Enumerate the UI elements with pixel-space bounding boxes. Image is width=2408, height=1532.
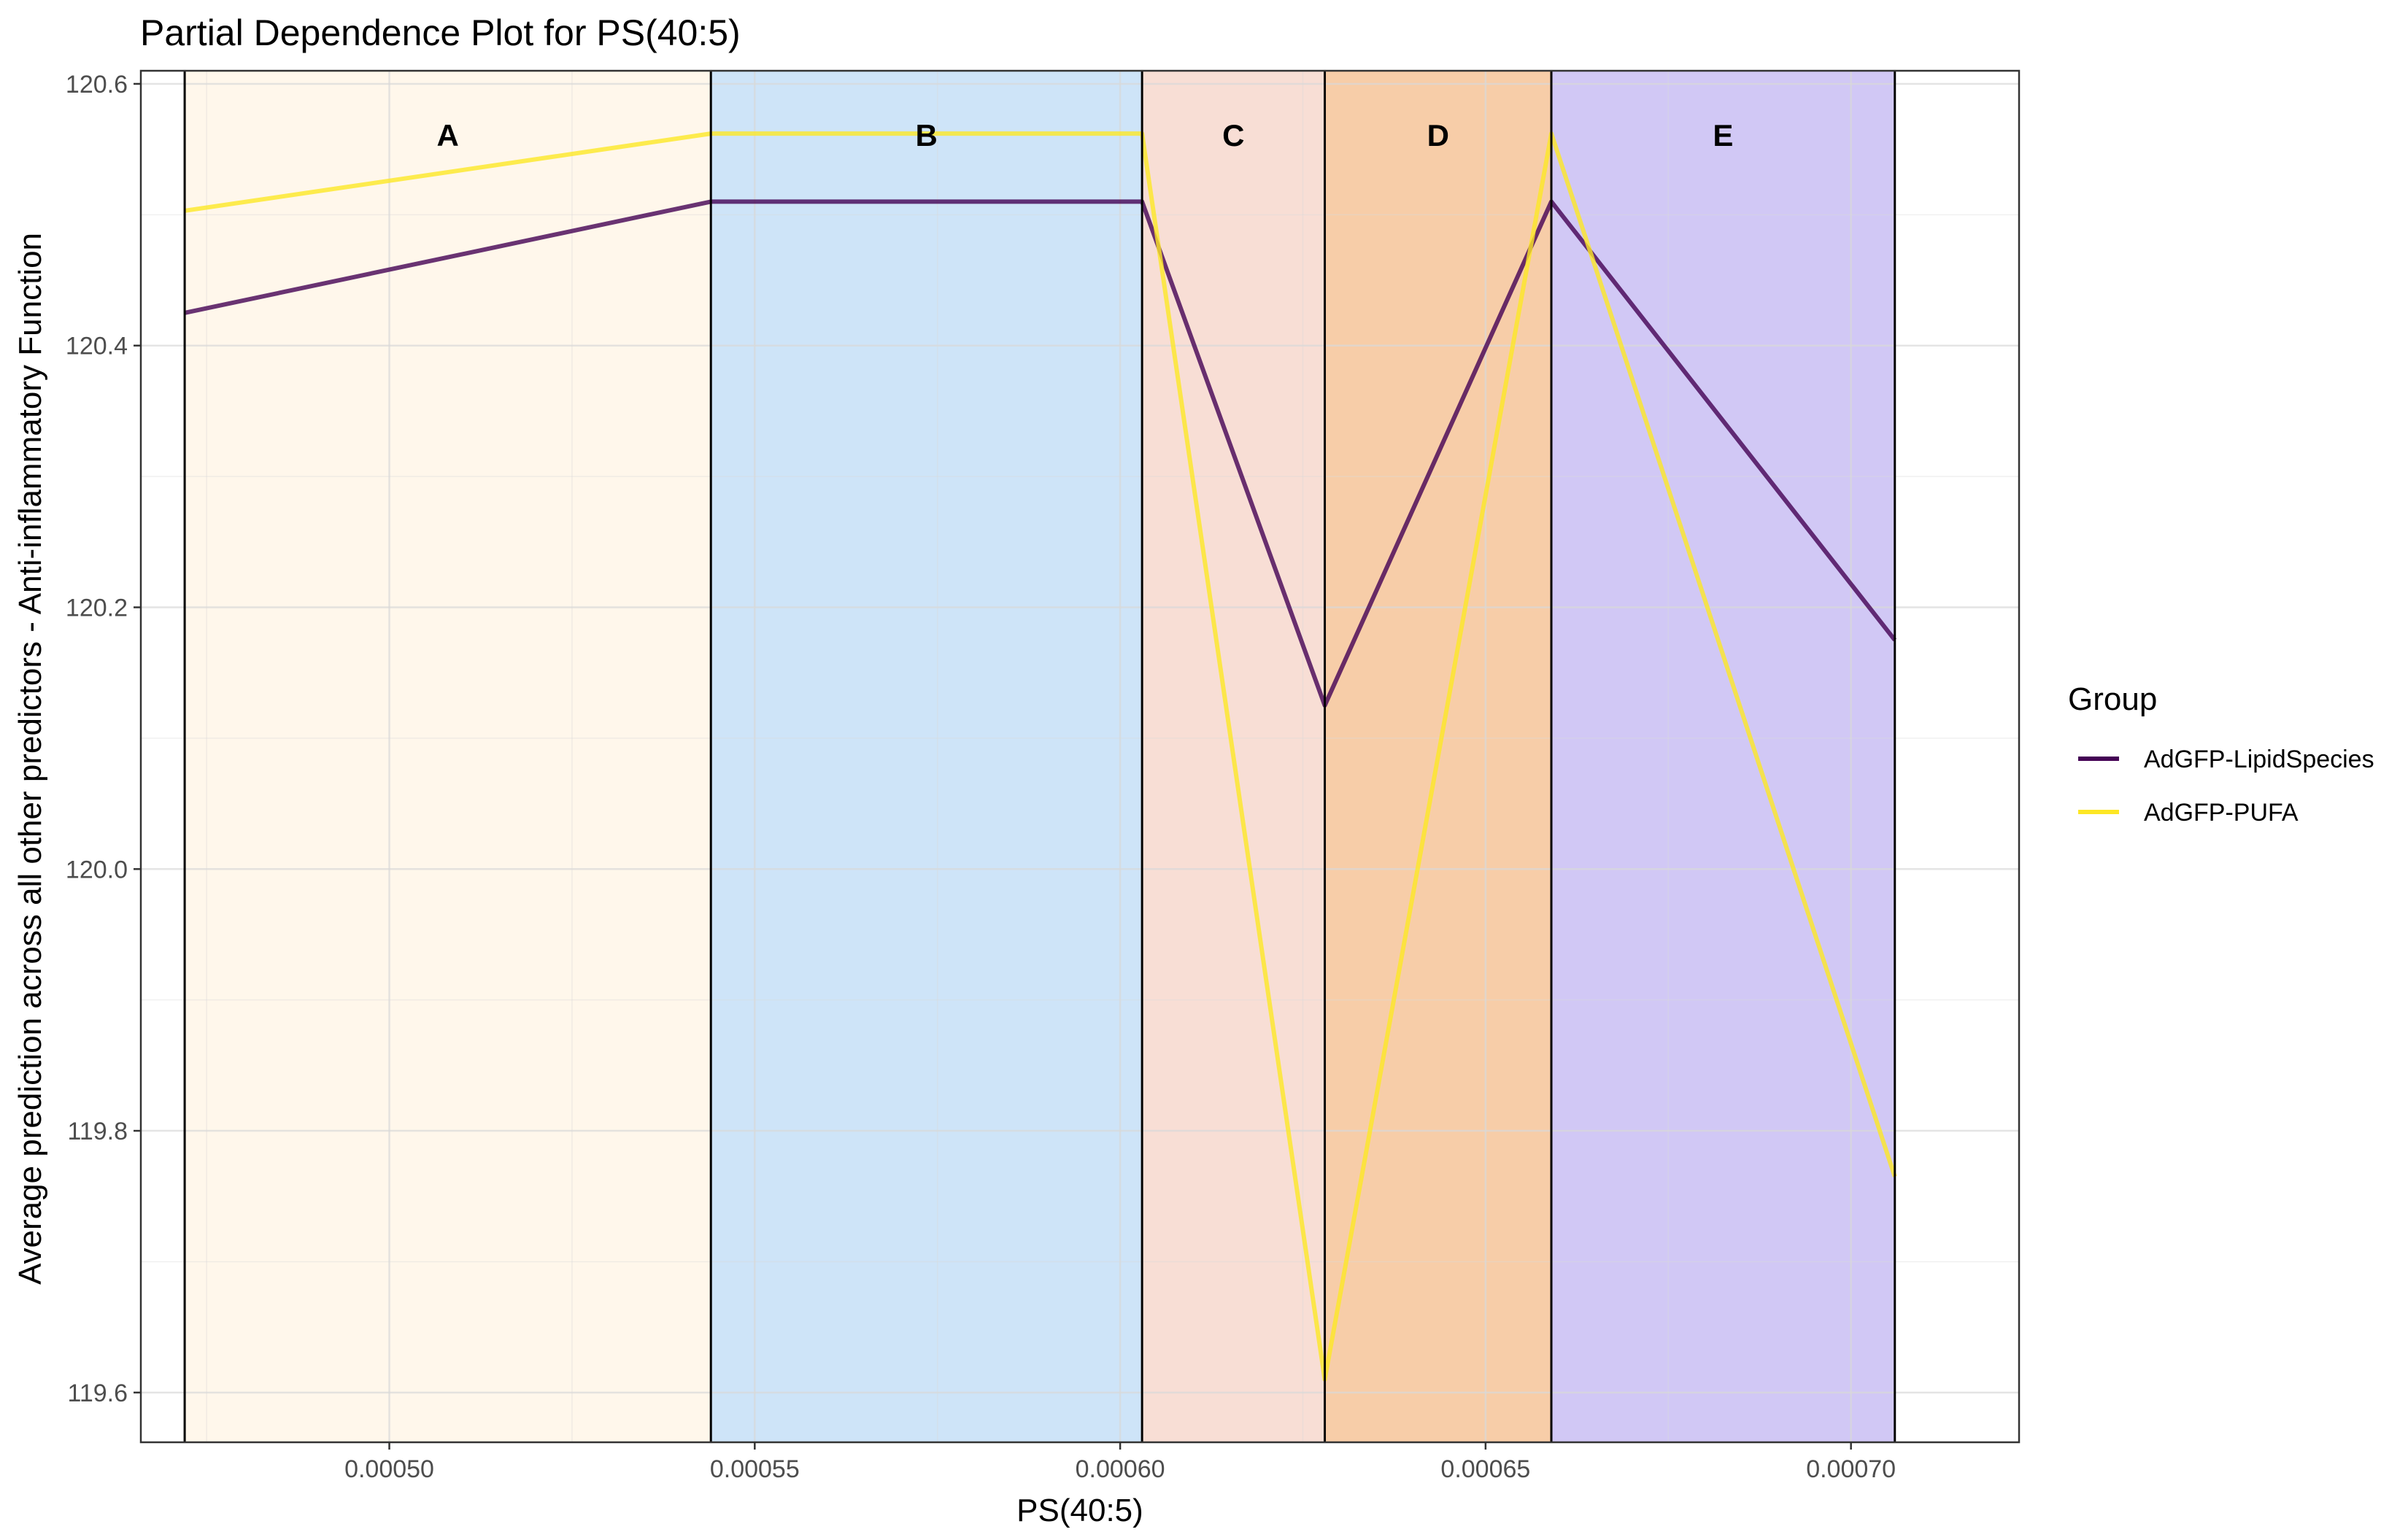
region-borders xyxy=(183,71,1896,1442)
y-axis-title: Average prediction across all other pred… xyxy=(12,233,48,1285)
series-lines xyxy=(184,131,1897,1382)
y-tick-label: 120.0 xyxy=(66,856,128,883)
y-tick-label: 119.8 xyxy=(67,1118,128,1145)
x-tick-label: 0.00055 xyxy=(710,1455,800,1483)
legend-label-adgfp-lipidspecies: AdGFP-LipidSpecies xyxy=(2144,746,2374,773)
y-tick-label: 120.6 xyxy=(66,71,128,98)
region-bands xyxy=(185,71,1895,1442)
series-line-adgfp-pufa xyxy=(184,131,1897,1382)
region-label-a: A xyxy=(436,118,458,152)
legend-title: Group xyxy=(2068,681,2157,717)
region-band-a xyxy=(185,71,711,1442)
region-band-b xyxy=(711,71,1143,1442)
y-tick-label: 119.6 xyxy=(67,1380,128,1407)
x-tick-label: 0.00050 xyxy=(344,1455,434,1483)
legend: Group AdGFP-LipidSpecies AdGFP-PUFA xyxy=(2068,681,2374,827)
series-line-adgfp-lipidspecies xyxy=(184,199,1897,708)
region-labels: A B C D E xyxy=(436,118,1733,152)
x-tick-label: 0.00070 xyxy=(1806,1455,1896,1483)
plot-panel-border xyxy=(139,69,2021,1444)
x-tick-label: 0.00060 xyxy=(1076,1455,1165,1483)
y-tick-label: 120.2 xyxy=(66,594,128,622)
gridlines xyxy=(141,71,2019,1442)
y-axis: 119.6 119.8 120.0 120.2 120.4 120.6 xyxy=(66,71,141,1407)
region-label-d: D xyxy=(1427,118,1449,152)
x-axis-title: PS(40:5) xyxy=(1016,1493,1143,1528)
chart-title: Partial Dependence Plot for PS(40:5) xyxy=(140,12,741,53)
x-axis: 0.00050 0.00055 0.00060 0.00065 0.00070 xyxy=(344,1442,1896,1483)
x-tick-label: 0.00065 xyxy=(1440,1455,1530,1483)
legend-label-adgfp-pufa: AdGFP-PUFA xyxy=(2144,799,2299,827)
y-tick-label: 120.4 xyxy=(66,333,128,360)
region-label-e: E xyxy=(1713,118,1733,152)
region-label-b: B xyxy=(916,118,938,152)
region-band-e xyxy=(1551,71,1895,1442)
region-label-c: C xyxy=(1222,118,1244,152)
